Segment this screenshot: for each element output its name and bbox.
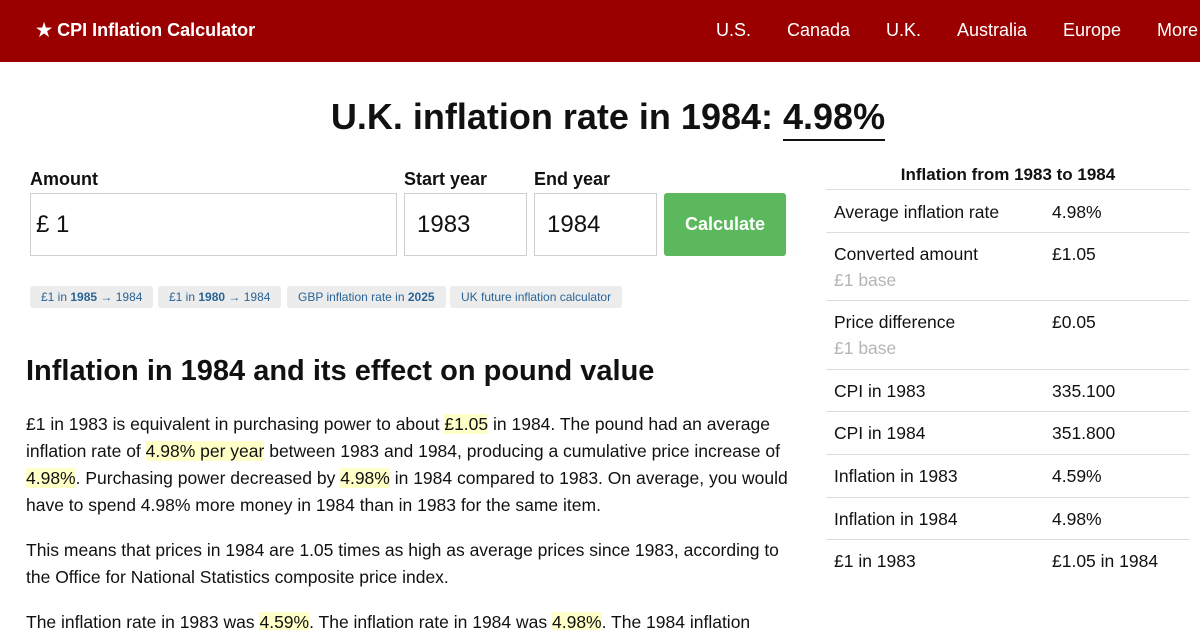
stats-sublabel: £1 base [834, 270, 897, 290]
stats-row: Average inflation rate 4.98% [826, 189, 1190, 232]
stats-sublabel: £1 base [834, 338, 897, 358]
stats-value: £0.05 [1052, 312, 1096, 332]
paragraph-text: in 1984. The pound had an average inflat… [26, 414, 770, 461]
chip-link-1985[interactable]: £1 in 1985 → 1984 [30, 286, 154, 308]
chip-link-gbp-2025[interactable]: GBP inflation rate in 2025 [287, 286, 446, 308]
stats-row: Inflation in 1983 4.59% [826, 454, 1190, 497]
stats-value: 4.59% [1052, 466, 1102, 486]
chip-bold: 2025 [407, 290, 435, 304]
stats-row: Price difference £1 base £0.05 [826, 300, 1190, 369]
highlighted-value: 4.98% per year [145, 441, 265, 461]
nav-canada-link[interactable]: Canada [787, 20, 851, 40]
chip-link-future-calculator[interactable]: UK future inflation calculator [450, 286, 623, 308]
stats-label: Converted amount [834, 244, 978, 264]
stats-value: £1.05 in 1984 [1052, 551, 1159, 571]
start-year-label: Start year [404, 169, 488, 189]
stats-row: £1 in 1983 £1.05 in 1984 [826, 539, 1190, 582]
nav-us-link[interactable]: U.S. [716, 20, 752, 40]
highlighted-value: 4.98% [26, 468, 76, 488]
stats-row: CPI in 1983 335.100 [826, 369, 1190, 411]
stats-row: CPI in 1984 351.800 [826, 411, 1190, 454]
nav-europe-link[interactable]: Europe [1063, 20, 1122, 40]
stats-value: 4.98% [1052, 509, 1102, 529]
paragraph-text: . The inflation rate in 1984 was [309, 612, 552, 630]
paragraph-text: between 1983 and 1984, producing a cumul… [264, 441, 780, 461]
paragraph-text: . The 1984 inflation [601, 612, 751, 630]
site-brand-link[interactable]: ★ CPI Inflation Calculator [36, 20, 256, 40]
headline-rate: 4.98% [783, 96, 886, 141]
stats-label: Average inflation rate [834, 202, 1000, 222]
stats-row: Inflation in 1984 4.98% [826, 497, 1190, 539]
amount-input[interactable]: £ 1 [30, 193, 397, 256]
stats-table-title: Inflation from 1983 to 1984 [900, 165, 1116, 184]
chip-text: → 1984 [225, 290, 271, 304]
highlighted-value: 4.98% [340, 468, 390, 488]
chip-text: → 1984 [97, 290, 143, 304]
stats-value: 335.100 [1052, 381, 1116, 401]
section-title: Inflation in 1984 and its effect on poun… [26, 355, 655, 387]
top-nav-bar: ★ CPI Inflation Calculator U.S. Canada U… [0, 0, 1200, 62]
page-title-prefix: U.K. inflation rate in 1984: [330, 96, 783, 137]
page-title: U.K. inflation rate in 1984: 4.98% [0, 96, 1200, 141]
amount-label: Amount [30, 169, 98, 189]
stats-label: £1 in 1983 [834, 551, 916, 571]
stats-label: Inflation in 1984 [834, 509, 958, 529]
end-year-select[interactable]: 1984 [534, 193, 657, 256]
start-year-select[interactable]: 1983 [404, 193, 527, 256]
paragraph-text: in 1984 compared to 1983. On average, yo… [26, 468, 788, 515]
calculate-button[interactable]: Calculate [664, 193, 786, 256]
chip-bold: 1985 [70, 290, 98, 304]
paragraph-text: . Purchasing power decreased by [75, 468, 341, 488]
paragraph-text: £1 in 1983 is equivalent in purchasing p… [26, 414, 445, 434]
highlighted-value: 4.59% [259, 612, 310, 630]
nav-australia-link[interactable]: Australia [957, 20, 1028, 40]
chip-text: £1 in [41, 290, 71, 304]
highlighted-value: £1.05 [444, 414, 489, 434]
nav-more-link[interactable]: More [1157, 20, 1199, 40]
paragraph-text: The inflation rate in 1983 was [26, 612, 260, 630]
chip-text: UK future inflation calculator [461, 290, 612, 304]
stats-label: Price difference [834, 312, 956, 332]
stats-value: 4.98% [1052, 202, 1102, 222]
end-year-label: End year [534, 169, 611, 189]
stats-row: Converted amount £1 base £1.05 [826, 232, 1190, 300]
stats-label: Inflation in 1983 [834, 466, 958, 486]
chip-text: GBP inflation rate in [298, 290, 408, 304]
stats-value: 351.800 [1052, 423, 1116, 443]
stats-label: CPI in 1983 [834, 381, 926, 401]
chip-text: £1 in [169, 290, 199, 304]
nav-uk-link[interactable]: U.K. [886, 20, 922, 40]
article-paragraph-2: This means that prices in 1984 are 1.05 … [26, 540, 779, 587]
stats-label: CPI in 1984 [834, 423, 926, 443]
article-paragraph-3: The inflation rate in 1983 was 4.59%. Th… [26, 609, 796, 630]
stats-value: £1.05 [1052, 244, 1096, 264]
highlighted-value: 4.98% [552, 612, 602, 630]
article-paragraph-1: £1 in 1983 is equivalent in purchasing p… [26, 411, 796, 519]
chip-link-1980[interactable]: £1 in 1980 → 1984 [158, 286, 282, 308]
chip-bold: 1980 [198, 290, 226, 304]
